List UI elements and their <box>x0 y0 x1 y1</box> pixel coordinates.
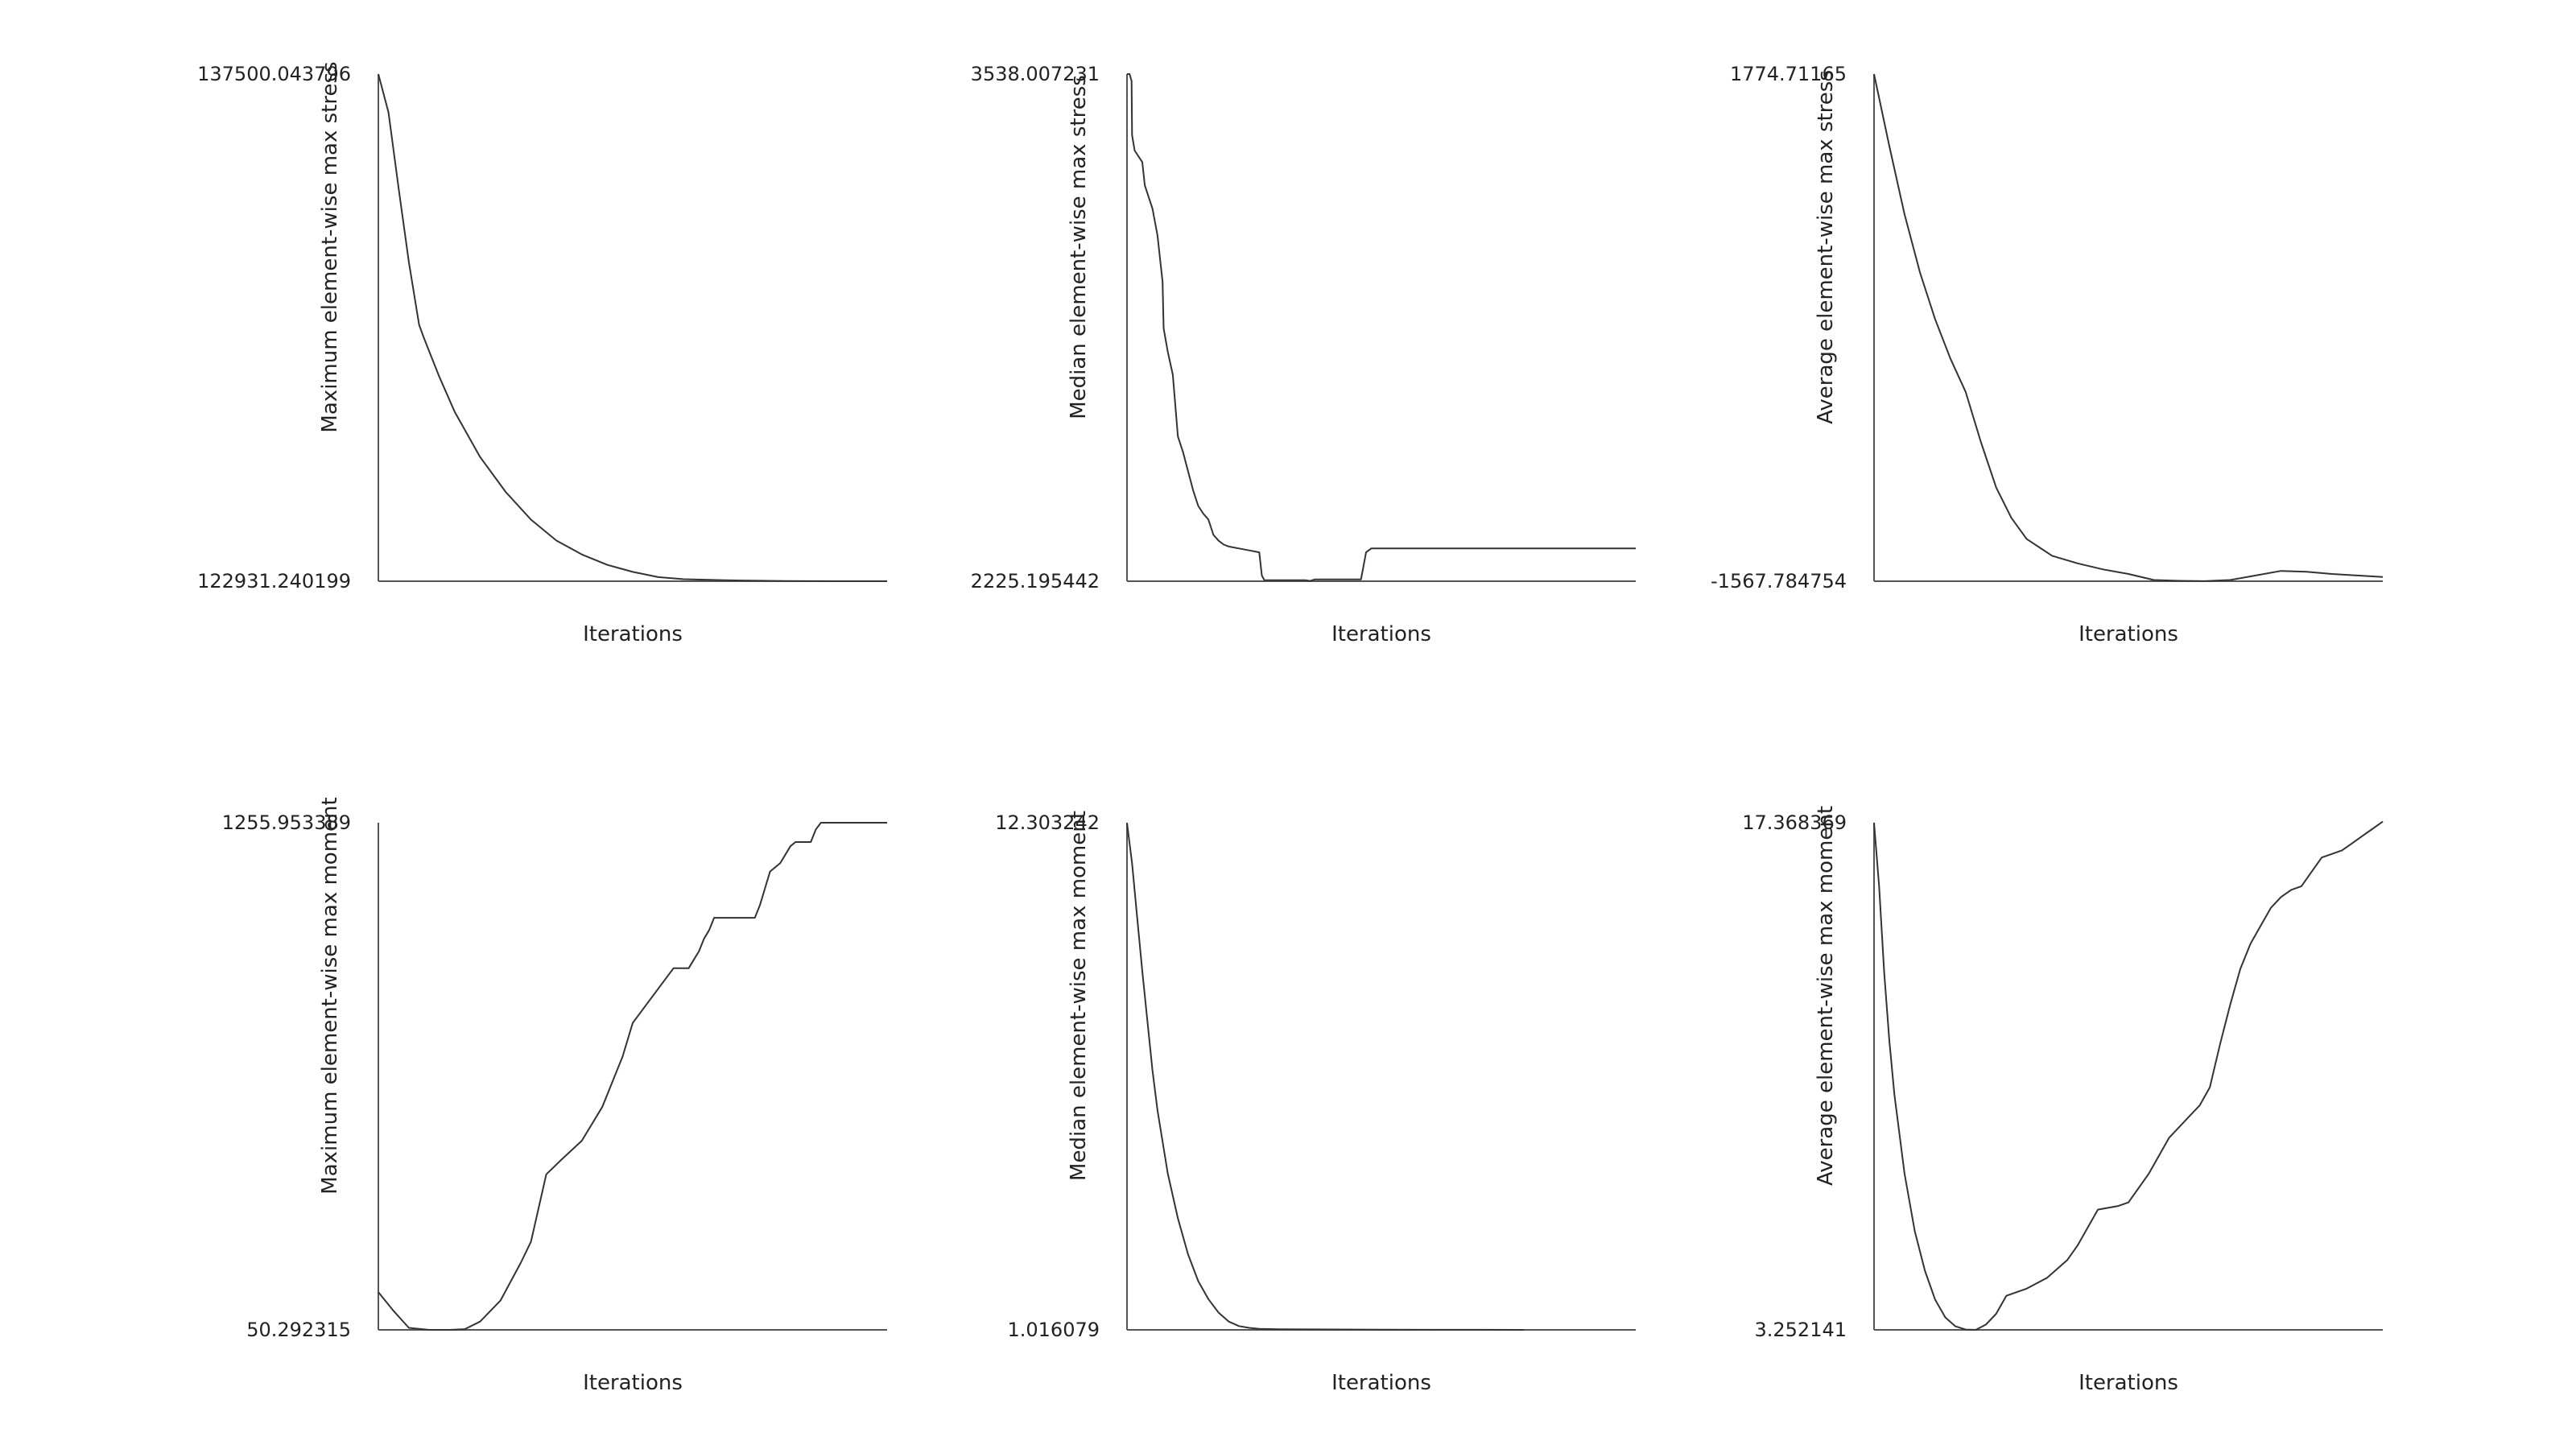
x-axis-label: Iterations <box>2079 622 2178 646</box>
chart-panel-3: 1774.71165 -1567.784754 Iterations Average … <box>1711 63 2384 646</box>
x-axis-label: Iterations <box>1331 1371 1431 1395</box>
series-line <box>1126 823 1525 1331</box>
y-tick-min-label: 122931.240199 <box>197 570 351 592</box>
y-tick-max-label: 1774.71165 <box>1730 63 1847 85</box>
y-axis-label: Median element-wise max moment <box>1067 811 1091 1181</box>
chart-panel-1: 137500.043796 122931.240199 Iterations Maxi… <box>197 61 887 646</box>
y-tick-min-label: 1.016079 <box>1007 1319 1100 1341</box>
series-line <box>378 73 887 582</box>
y-tick-max-label: 3538.007231 <box>971 63 1100 85</box>
series-line <box>1873 820 2384 1331</box>
series-line <box>1127 73 1636 582</box>
y-tick-max-label: 12.303242 <box>995 811 1100 834</box>
chart-panel-6: 17.368369 3.252141 Iterations Average eleme… <box>1742 806 2384 1395</box>
y-tick-max-label: 137500.043796 <box>197 63 351 85</box>
series-line <box>1873 73 2384 582</box>
y-axis-label: Maximum element-wise max stress <box>318 61 342 432</box>
x-axis-label: Iterations <box>583 1371 683 1395</box>
chart-panel-2: 3538.007231 2225.195442 Iterations Median e… <box>971 63 1636 646</box>
y-tick-min-label: 3.252141 <box>1754 1319 1847 1341</box>
y-tick-min-label: -1567.784754 <box>1711 570 1847 592</box>
y-tick-min-label: 50.292315 <box>246 1319 351 1341</box>
y-axis-label: Maximum element-wise max moment <box>318 797 342 1194</box>
chart-panel-5: 12.303242 1.016079 Iterations Median elemen… <box>995 811 1636 1395</box>
y-axis-label: Median element-wise max stress <box>1067 75 1091 419</box>
y-tick-max-label: 1255.953389 <box>222 811 351 834</box>
x-axis-label: Iterations <box>2079 1371 2178 1395</box>
y-tick-max-label: 17.368369 <box>1742 811 1847 834</box>
y-axis-label: Average element-wise max stress <box>1814 70 1838 424</box>
x-axis-label: Iterations <box>1331 622 1431 646</box>
series-line <box>378 822 887 1331</box>
chart-panel-4: 1255.953389 50.292315 Iterations Maximum el… <box>222 797 887 1395</box>
x-axis-label: Iterations <box>583 622 683 646</box>
y-axis-label: Average element-wise max moment <box>1814 806 1838 1186</box>
y-tick-min-label: 2225.195442 <box>971 570 1100 592</box>
